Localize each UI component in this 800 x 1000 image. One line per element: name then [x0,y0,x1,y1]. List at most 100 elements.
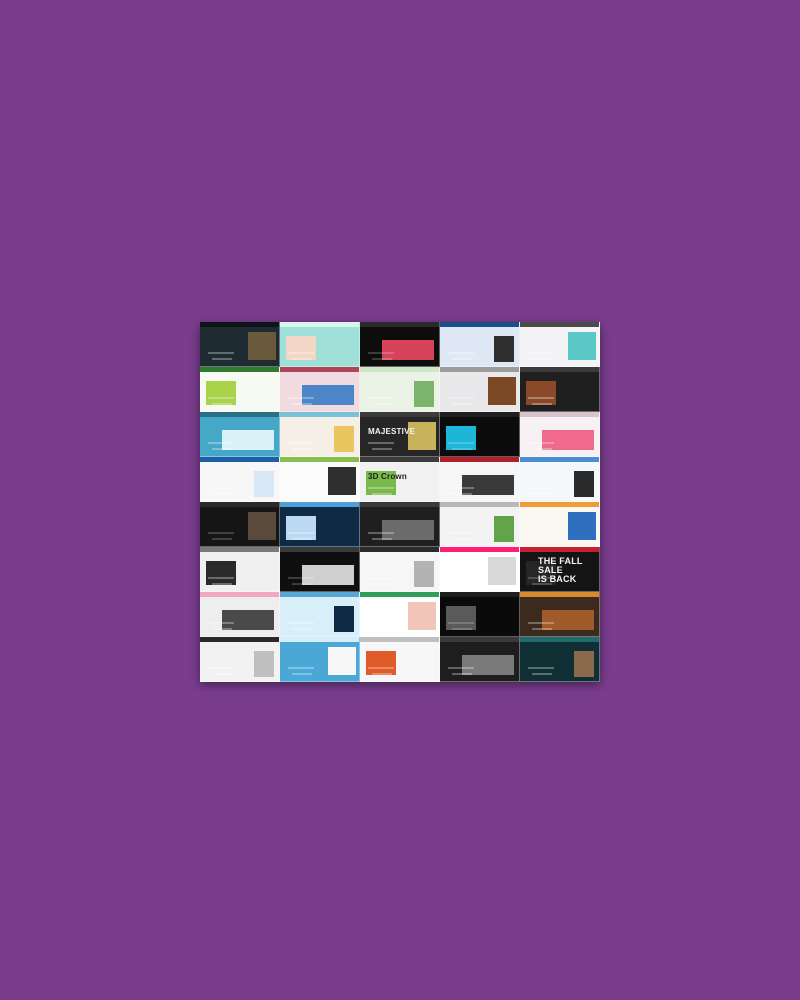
mosaic-tile [200,412,280,457]
tile-header-band [520,592,599,597]
website-screenshot-mosaic: MAJESTIVE 3D Crown THE FALL SALE IS BACK [200,322,600,682]
tile-image-block [526,381,556,405]
mosaic-tile [440,547,520,592]
tile-header-band [520,547,599,552]
tile-text-line [448,442,474,444]
tile-text-line [532,493,552,495]
tile-text-line [288,577,314,579]
tile-text-line [372,493,392,495]
tile-header-band [520,502,599,507]
mosaic-tile [200,457,280,502]
tile-text-line [292,358,312,360]
tile-text-line [528,487,554,489]
tile-text-line [208,487,234,489]
tile-header-band [200,412,279,417]
tile-text-line [452,448,472,450]
tile-image-block [542,610,594,630]
tile-image-block [302,385,354,405]
tile-header-band [280,457,359,462]
tile-image-block [206,381,236,405]
tile-header-band [360,412,439,417]
tile-image-block [334,426,354,452]
mosaic-tile [360,637,440,682]
tile-text-line [292,673,312,675]
tile-image-block [286,336,316,360]
tile-header-band [440,502,519,507]
tile-image-block [248,332,276,360]
tile-text-line [208,577,234,579]
tile-text-line [372,628,392,630]
tile-image-block [382,520,434,540]
mosaic-tile [280,547,360,592]
mosaic-tile [200,367,280,412]
tile-text-line [288,667,314,669]
tile-header-band [440,547,519,552]
tile-text-line [292,538,312,540]
tile-text-line [372,583,392,585]
tile-image-block [408,602,436,630]
tile-header-band [280,547,359,552]
tile-header-band [360,367,439,372]
tile-image-block [488,377,516,405]
tile-header-band [360,322,439,327]
tile-text-line [288,532,314,534]
tile-header-band [280,412,359,417]
tile-text-line [368,622,394,624]
tile-image-block [574,471,594,497]
tile-image-block [446,606,476,630]
tile-text-line [448,397,474,399]
tile-headline: MAJESTIVE [368,427,416,436]
mosaic-tile [280,502,360,547]
mosaic-tile: 3D Crown [360,457,440,502]
tile-header-band [200,592,279,597]
mosaic-tile [200,502,280,547]
tile-header-band [360,547,439,552]
tile-text-line [532,358,552,360]
mosaic-tile [360,502,440,547]
tile-text-line [448,352,474,354]
tile-header-band [200,547,279,552]
mosaic-tile [200,637,280,682]
tile-header-band [520,367,599,372]
tile-text-line [448,532,474,534]
tile-image-block [446,426,476,450]
tile-text-line [372,673,392,675]
mosaic-tile [440,592,520,637]
tile-text-line [212,583,232,585]
mosaic-tile [440,412,520,457]
mosaic-tile [360,592,440,637]
tile-text-line [452,673,472,675]
mosaic-tile [520,592,600,637]
mosaic-tile [200,547,280,592]
tile-text-line [532,673,552,675]
tile-text-line [528,667,554,669]
tile-text-line [532,583,552,585]
mosaic-tile [520,457,600,502]
mosaic-tile [360,322,440,367]
mosaic-tile [280,412,360,457]
tile-image-block [328,467,356,495]
tile-text-line [292,403,312,405]
tile-text-line [368,577,394,579]
tile-header-band [360,637,439,642]
tile-text-line [372,358,392,360]
tile-text-line [528,622,554,624]
tile-header-band [360,502,439,507]
tile-header-band [280,502,359,507]
tile-image-block [462,655,514,675]
mosaic-tile [280,592,360,637]
tile-image-block [366,651,396,675]
tile-image-block [568,512,596,540]
tile-text-line [452,583,472,585]
mosaic-tile [440,322,520,367]
mosaic-tile [200,592,280,637]
tile-image-block [302,565,354,585]
tile-header-band [520,637,599,642]
tile-header-band [200,367,279,372]
tile-text-line [212,493,232,495]
tile-header-band [440,637,519,642]
tile-header-band [440,592,519,597]
tile-image-block [206,561,236,585]
tile-header-band [440,367,519,372]
tile-image-block [494,516,514,542]
